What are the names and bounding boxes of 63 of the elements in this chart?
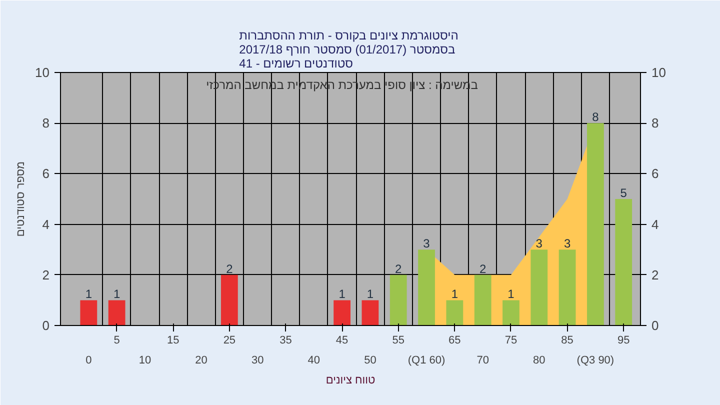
bar [530,250,548,326]
x-axis-title: טווח ציונים [326,374,376,386]
data-label: 1 [113,287,120,302]
data-label: 3 [564,236,571,251]
bar [502,300,520,326]
y-tick-label: 6 [42,166,50,182]
data-label: 1 [366,287,374,302]
bar [334,300,350,326]
data-label: 5 [620,186,628,200]
x-tick-label: 20 [195,354,208,366]
x-tick-label: 5 [114,334,120,346]
bar [558,250,576,326]
data-label: 1 [451,287,458,302]
x-tick-label: 35 [280,334,292,346]
x-tick-label: 50 [364,354,376,366]
x-tick-label: (Q3 90) [576,354,614,366]
y2-tick-label: 0 [652,318,659,333]
y-tick-label: 4 [42,216,50,232]
data-label: 8 [592,110,600,124]
data-label: 2 [395,262,402,276]
x-tick-label: 10 [138,354,152,366]
y-tick-label: 8 [42,116,50,131]
y2-tick-label: 4 [652,216,659,232]
x-tick-label: (Q1 60) [408,354,446,366]
x-tick-label: 55 [392,334,404,346]
data-label: 2 [479,262,486,276]
bar [362,300,379,326]
bar [587,123,604,326]
data-label: 1 [508,287,515,302]
data-label: 3 [536,236,543,251]
bar [418,250,435,326]
x-tick-label: 80 [533,354,546,366]
bar [474,274,492,326]
x-tick-label: 95 [617,334,630,346]
y-tick-label: 10 [35,65,50,80]
x-tick-label: 25 [223,334,236,346]
x-tick-label: 65 [448,334,461,346]
x-tick-label: 0 [86,354,92,366]
y-tick-label: 2 [42,267,50,282]
x-tick-label: 85 [561,334,574,346]
bar [390,274,407,326]
x-tick-label: 75 [504,334,518,346]
y-axis-title: מספר סטודנטים [15,161,28,237]
chart-title: היסטוגרמת ציונים בקורס - תורת ההסתברות בסמסטר (01/2017) סמסטר חורף 2017/18 סטודנטים רשומים - 41 [239,28,458,70]
bar [108,300,126,326]
bar [80,300,98,326]
data-label: 1 [338,287,346,302]
bar [446,300,464,326]
y2-tick-label: 2 [652,267,659,282]
data-label: 3 [423,236,430,251]
data-label: 2 [226,262,234,276]
y2-tick-label: 10 [652,65,666,80]
y2-tick-label: 6 [652,166,659,182]
x-tick-label: 45 [336,334,348,346]
x-tick-label: 40 [308,354,320,366]
bar [220,274,238,326]
x-tick-label: 15 [167,334,180,346]
bar [615,199,632,326]
data-label: 1 [85,287,92,302]
x-tick-label: 70 [476,354,489,366]
x-tick-label: 30 [251,354,264,366]
y-tick-label: 0 [42,318,50,333]
y2-tick-label: 8 [652,116,659,131]
